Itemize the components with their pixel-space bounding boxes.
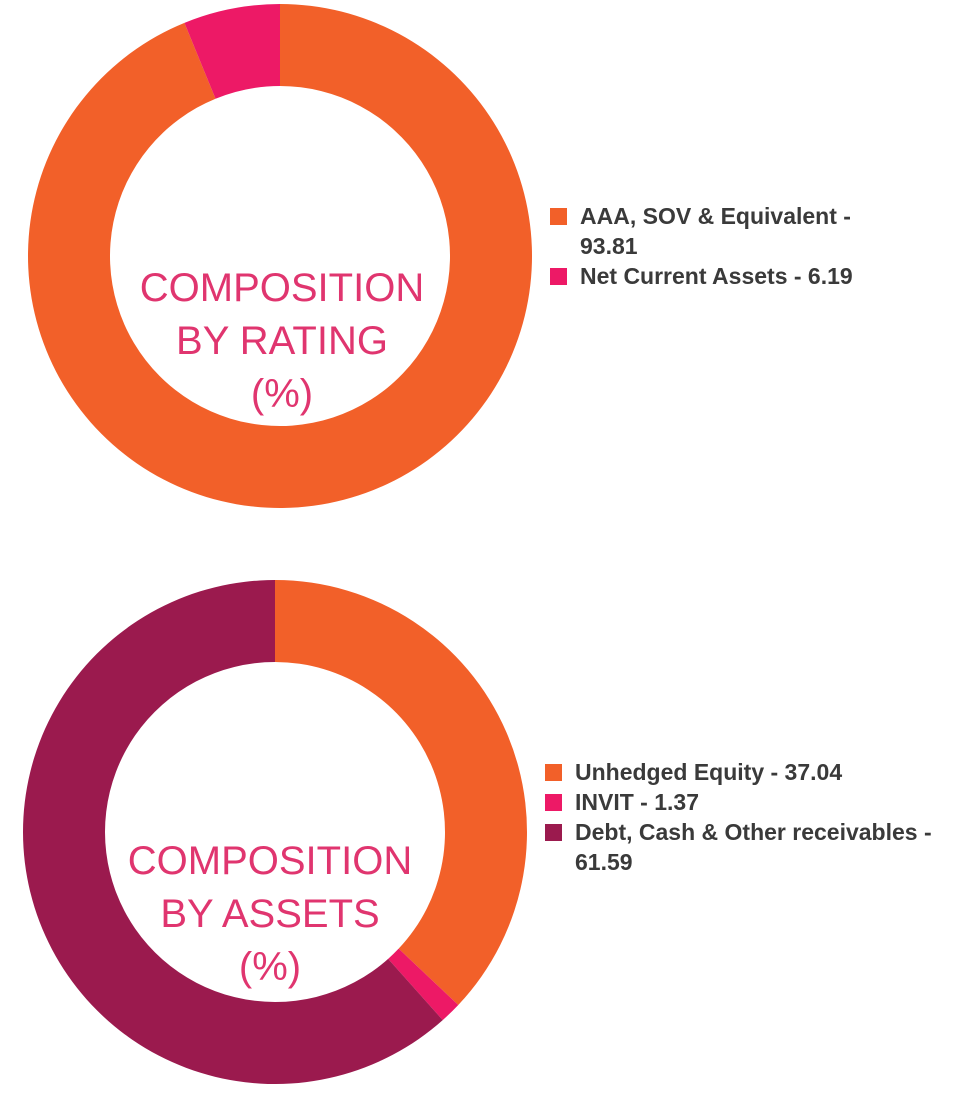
rating-donut-chart: COMPOSITION BY RATING (%) AAA, SOV & Equ… xyxy=(0,0,953,540)
assets-title-line-2: BY ASSETS xyxy=(160,892,380,936)
rating-donut-svg xyxy=(27,4,532,508)
assets-slice-unhedged-equity xyxy=(275,580,528,1005)
rating-legend-swatch-aaa xyxy=(550,208,567,225)
assets-legend-item-invit: INVIT - 1.37 xyxy=(545,787,945,817)
rating-legend: AAA, SOV & Equivalent - 93.81 Net Curren… xyxy=(550,201,890,291)
assets-legend-swatch-invit xyxy=(545,794,562,811)
rating-slice-aaa-sov-equivalent xyxy=(27,4,532,508)
rating-legend-label-net-current-assets: Net Current Assets - 6.19 xyxy=(580,263,853,289)
rating-title-line-1: COMPOSITION xyxy=(139,266,425,310)
assets-slice-debt-cash-other-receivables xyxy=(23,580,443,1084)
rating-legend-item-net-current-assets: Net Current Assets - 6.19 xyxy=(550,261,890,291)
assets-title-line-1: COMPOSITION xyxy=(127,839,413,883)
assets-donut-chart: COMPOSITION BY ASSETS (%) Unhedged Equit… xyxy=(0,560,953,1101)
assets-legend: Unhedged Equity - 37.04 INVIT - 1.37 Deb… xyxy=(545,757,945,877)
assets-title-line-3: (%) xyxy=(238,945,302,989)
assets-legend-label-debt-cash: Debt, Cash & Other receivables - 61.59 xyxy=(575,819,932,875)
rating-legend-label-aaa: AAA, SOV & Equivalent - 93.81 xyxy=(580,203,851,259)
assets-legend-item-debt-cash: Debt, Cash & Other receivables - 61.59 xyxy=(545,817,945,877)
assets-legend-label-invit: INVIT - 1.37 xyxy=(575,789,699,815)
rating-slice-net-current-assets xyxy=(184,4,280,99)
rating-legend-swatch-net-current-assets xyxy=(550,268,567,285)
rating-center-title: COMPOSITION BY RATING (%) xyxy=(104,262,460,421)
assets-legend-label-unhedged-equity: Unhedged Equity - 37.04 xyxy=(575,759,843,785)
rating-title-line-2: BY RATING xyxy=(176,319,388,363)
rating-legend-item-aaa: AAA, SOV & Equivalent - 93.81 xyxy=(550,201,890,261)
assets-legend-swatch-debt-cash xyxy=(545,824,562,841)
rating-title-line-3: (%) xyxy=(250,372,314,416)
assets-center-title: COMPOSITION BY ASSETS (%) xyxy=(92,835,448,994)
assets-legend-item-unhedged-equity: Unhedged Equity - 37.04 xyxy=(545,757,945,787)
assets-donut-svg xyxy=(23,580,528,1084)
assets-slice-invit xyxy=(388,948,459,1021)
assets-legend-swatch-unhedged-equity xyxy=(545,764,562,781)
